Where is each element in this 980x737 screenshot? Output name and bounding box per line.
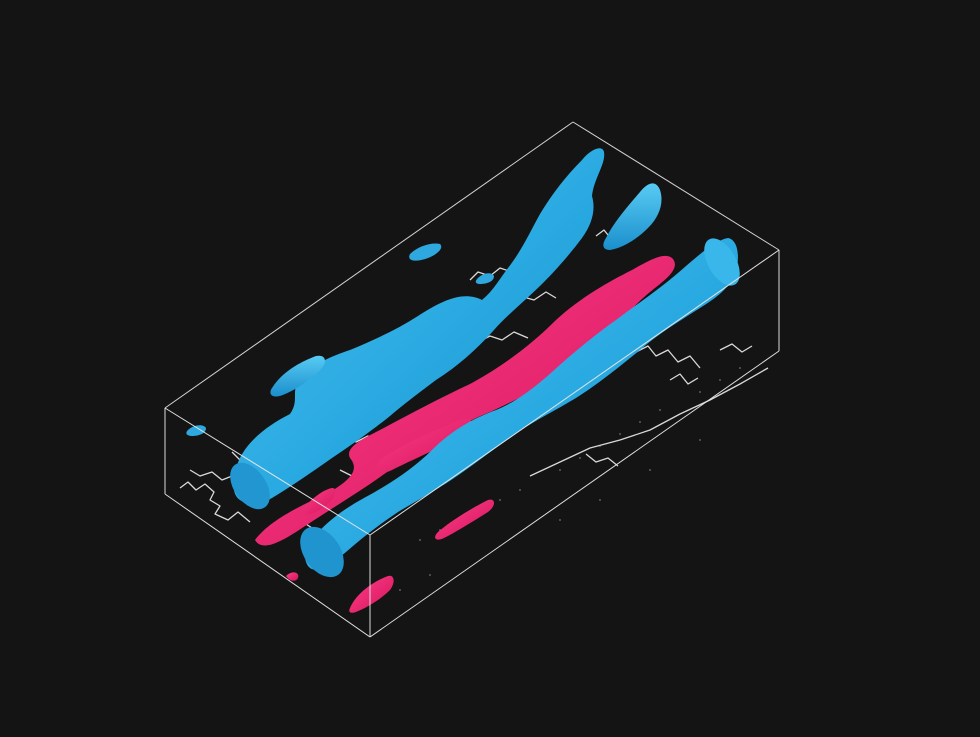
blue-tube-right-endcap (300, 526, 344, 578)
negative-isosurfaces (255, 255, 675, 613)
blue-tube-upper (603, 183, 662, 250)
blue-tube-left-endcap (230, 462, 270, 510)
bounding-box-back-edges (164, 121, 780, 409)
blue-tube-right (305, 238, 738, 570)
blue-tube-left (233, 148, 605, 504)
positive-isosurfaces (186, 148, 740, 578)
blue-tube-right-topcap (704, 238, 740, 286)
bounding-box-front-edges (164, 249, 780, 638)
